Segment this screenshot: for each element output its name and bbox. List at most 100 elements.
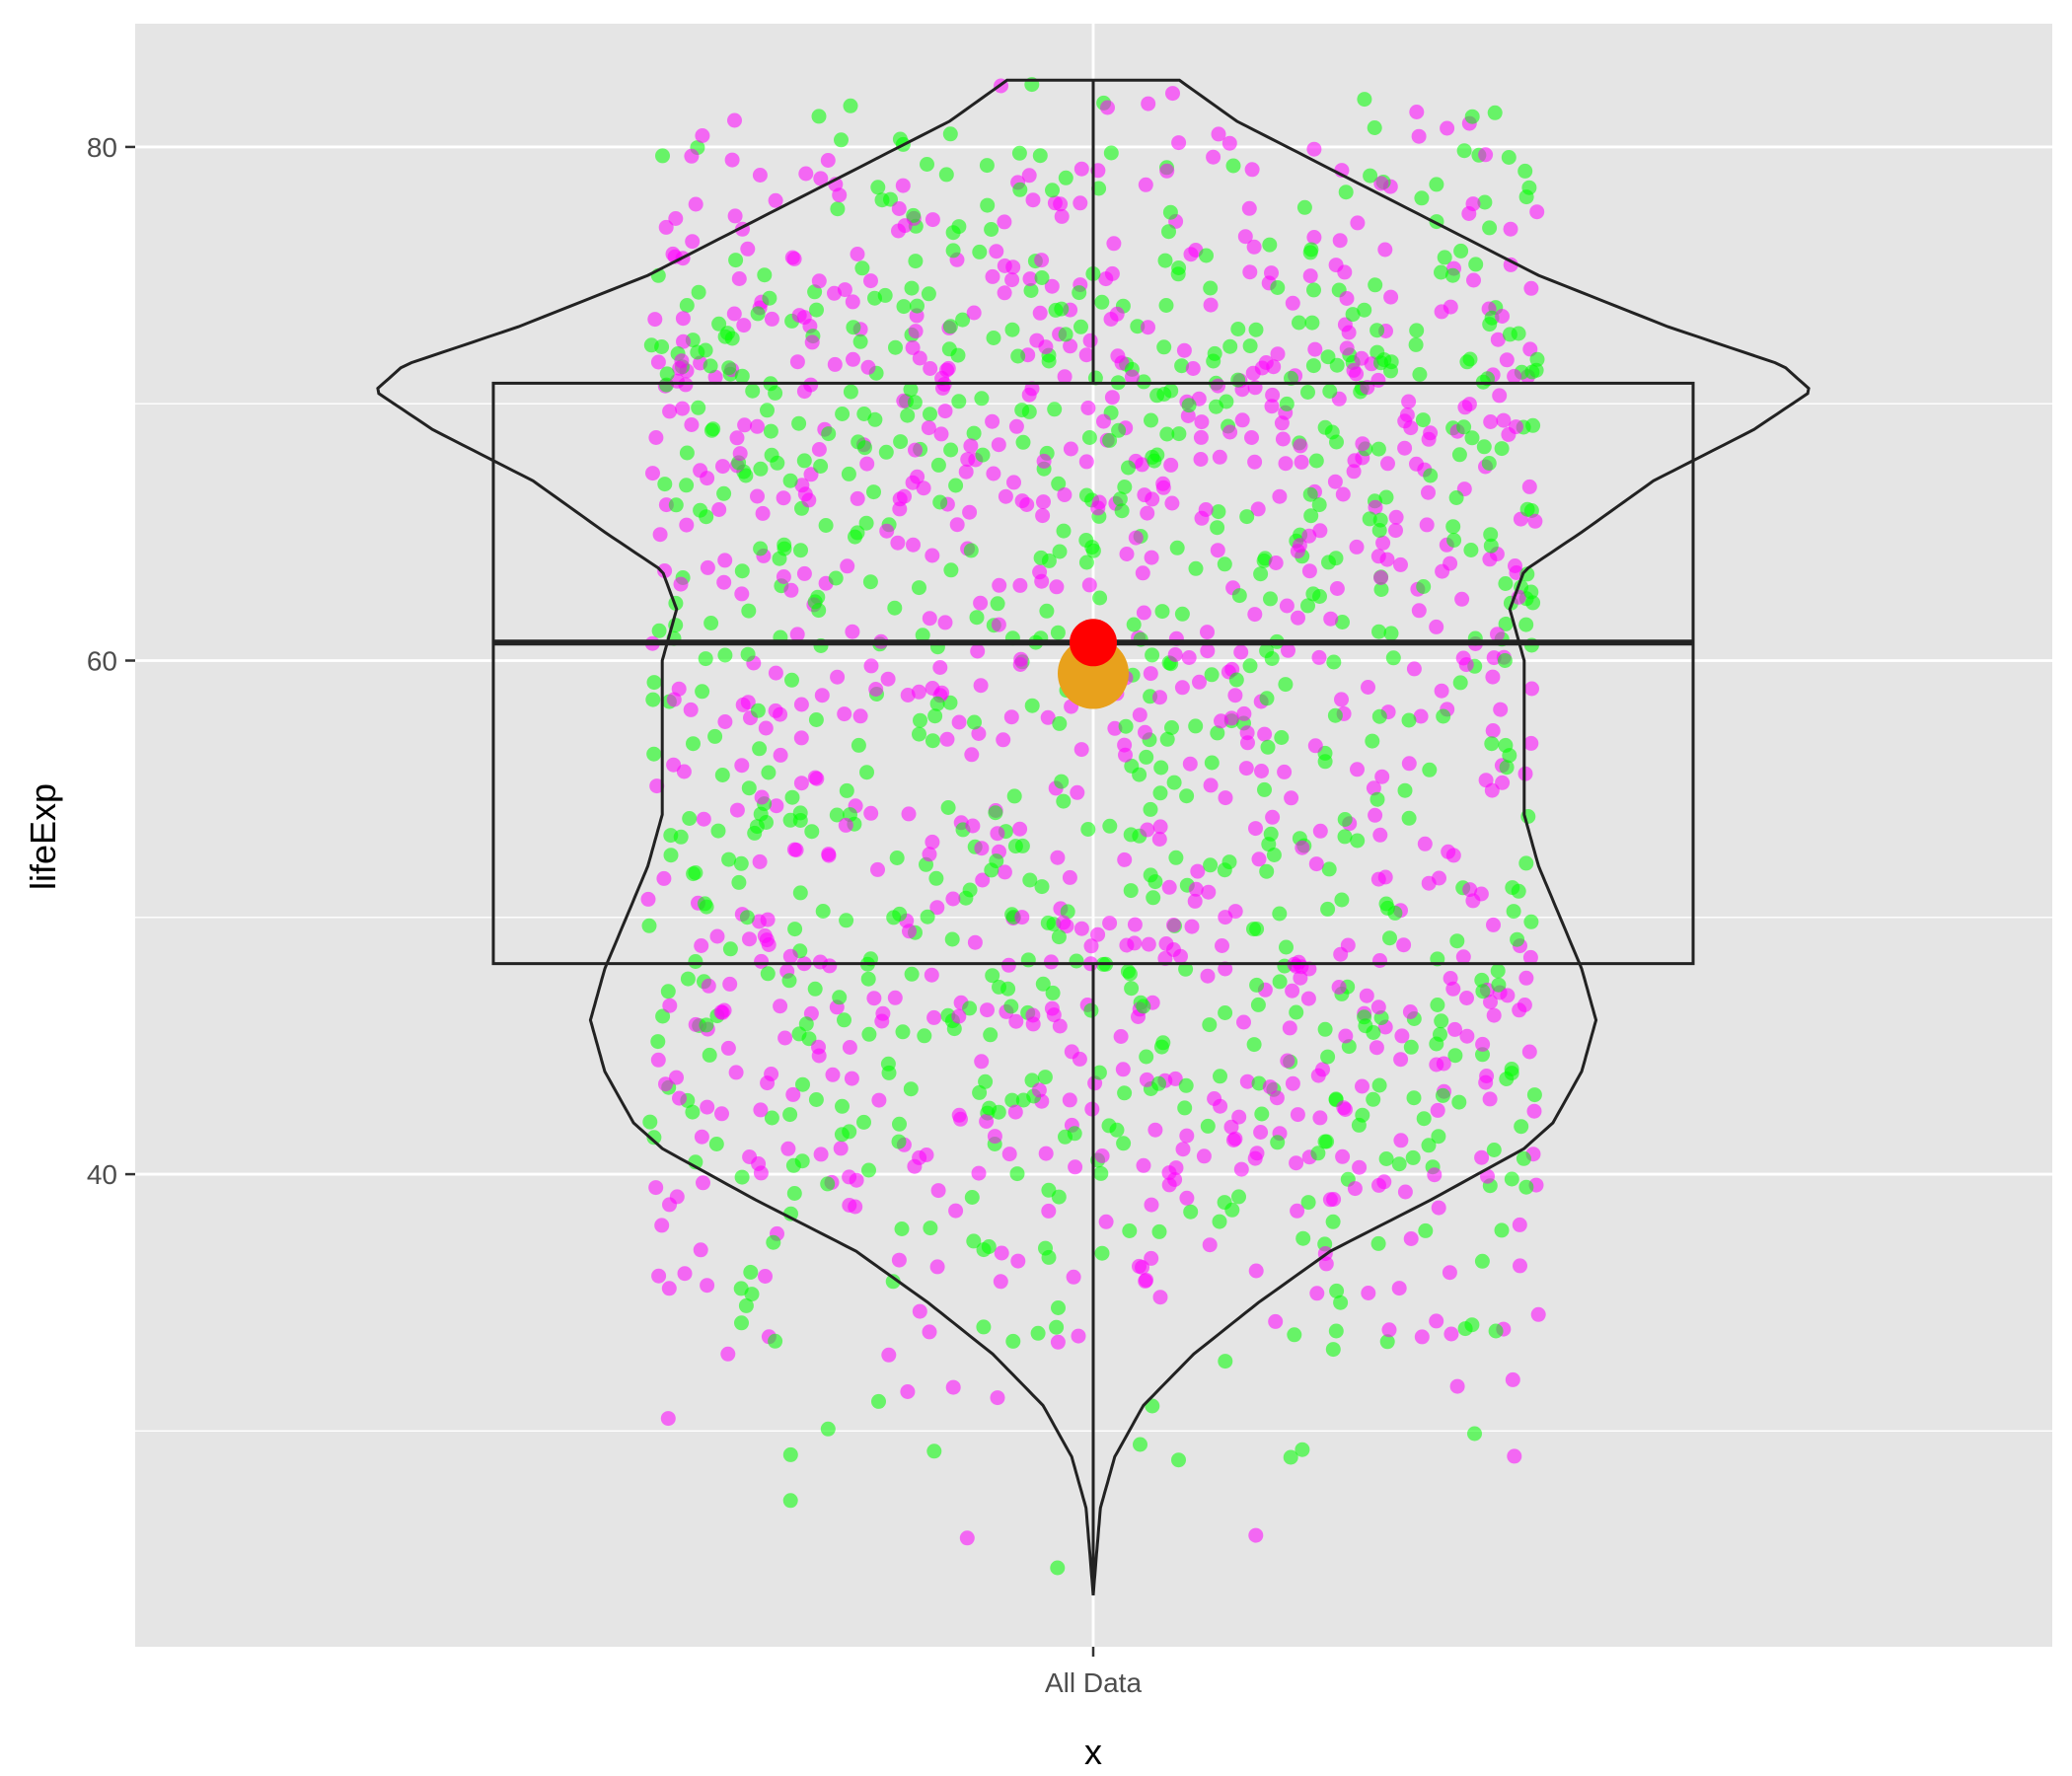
- data-point: [1094, 1245, 1110, 1261]
- data-point: [859, 765, 874, 780]
- data-point: [1184, 919, 1200, 934]
- data-point: [768, 1333, 783, 1349]
- data-point: [764, 1110, 779, 1126]
- data-point: [1040, 915, 1056, 930]
- data-point: [716, 485, 732, 501]
- data-point: [1266, 848, 1282, 862]
- data-point: [963, 543, 979, 558]
- data-point: [650, 1034, 666, 1050]
- data-point: [1003, 999, 1019, 1014]
- data-point: [804, 334, 820, 350]
- data-point: [1013, 651, 1029, 667]
- data-point: [1200, 625, 1215, 640]
- data-point: [1169, 540, 1185, 555]
- data-point: [698, 342, 713, 358]
- data-point: [646, 746, 662, 762]
- data-point: [1210, 520, 1225, 536]
- data-point: [967, 714, 982, 730]
- data-point: [703, 616, 719, 630]
- data-point: [744, 1287, 760, 1302]
- data-point: [1523, 914, 1539, 929]
- data-point: [1174, 606, 1190, 622]
- data-point: [1136, 999, 1151, 1014]
- data-point: [1132, 707, 1147, 723]
- data-point: [926, 1009, 942, 1025]
- data-point: [821, 848, 837, 863]
- data-point: [1262, 237, 1278, 253]
- data-point: [892, 501, 908, 517]
- data-point: [1139, 1072, 1154, 1087]
- data-point: [1290, 1203, 1305, 1219]
- data-point: [761, 765, 777, 780]
- data-point: [1034, 879, 1050, 895]
- data-point: [733, 855, 749, 871]
- data-point: [732, 446, 748, 462]
- data-point: [1118, 747, 1133, 763]
- data-point: [1503, 257, 1518, 272]
- data-point: [985, 968, 1000, 984]
- data-point: [1455, 949, 1471, 965]
- data-point: [1056, 793, 1072, 809]
- data-point: [1366, 1091, 1381, 1107]
- data-point: [980, 1002, 995, 1018]
- data-point: [1124, 369, 1140, 385]
- data-point: [1391, 1156, 1407, 1172]
- data-point: [1152, 819, 1168, 835]
- data-point: [928, 870, 944, 886]
- data-point: [1306, 282, 1321, 298]
- data-point: [1403, 1039, 1419, 1055]
- data-point: [1263, 826, 1279, 842]
- data-point: [1007, 1104, 1023, 1120]
- data-point: [1238, 761, 1254, 777]
- data-point: [1233, 1161, 1249, 1177]
- data-point: [1138, 177, 1153, 192]
- data-point: [908, 254, 924, 269]
- data-point: [917, 1028, 932, 1044]
- data-point: [1379, 1334, 1395, 1350]
- data-point: [1143, 801, 1158, 817]
- data-point: [1507, 1448, 1522, 1464]
- data-point: [912, 1303, 927, 1319]
- data-point: [958, 464, 974, 480]
- data-point: [973, 678, 989, 694]
- data-point: [1118, 718, 1134, 734]
- data-point: [1491, 977, 1507, 993]
- data-point: [1140, 822, 1155, 838]
- data-point: [1045, 985, 1061, 1000]
- data-point: [1222, 424, 1238, 440]
- data-point: [1495, 775, 1511, 790]
- data-point: [786, 251, 802, 266]
- data-point: [669, 1070, 684, 1085]
- data-point: [1523, 280, 1539, 296]
- data-point: [1174, 680, 1190, 696]
- data-point: [1211, 504, 1226, 520]
- data-point: [900, 688, 916, 703]
- data-point: [1250, 501, 1266, 517]
- data-point: [887, 990, 903, 1005]
- data-point: [679, 298, 695, 313]
- data-point: [1278, 677, 1294, 693]
- data-point: [838, 817, 853, 833]
- data-point: [1416, 579, 1432, 594]
- data-point: [688, 865, 703, 880]
- data-point: [1051, 476, 1067, 491]
- data-point: [1413, 708, 1429, 724]
- data-point: [1456, 143, 1472, 159]
- data-point: [655, 148, 670, 164]
- data-point: [1359, 988, 1374, 1003]
- data-point: [851, 434, 866, 450]
- data-point: [1044, 278, 1060, 294]
- data-point: [1453, 243, 1469, 259]
- data-point: [991, 617, 1006, 632]
- data-point: [1167, 1071, 1183, 1086]
- data-point: [1427, 1167, 1443, 1183]
- data-point: [786, 1186, 802, 1201]
- data-point: [1033, 550, 1049, 565]
- data-point: [1041, 1203, 1057, 1219]
- data-point: [663, 848, 679, 863]
- data-point: [1311, 649, 1327, 665]
- data-point: [1430, 1102, 1445, 1118]
- data-point: [902, 924, 917, 939]
- data-point: [1204, 755, 1220, 771]
- data-point: [896, 393, 912, 408]
